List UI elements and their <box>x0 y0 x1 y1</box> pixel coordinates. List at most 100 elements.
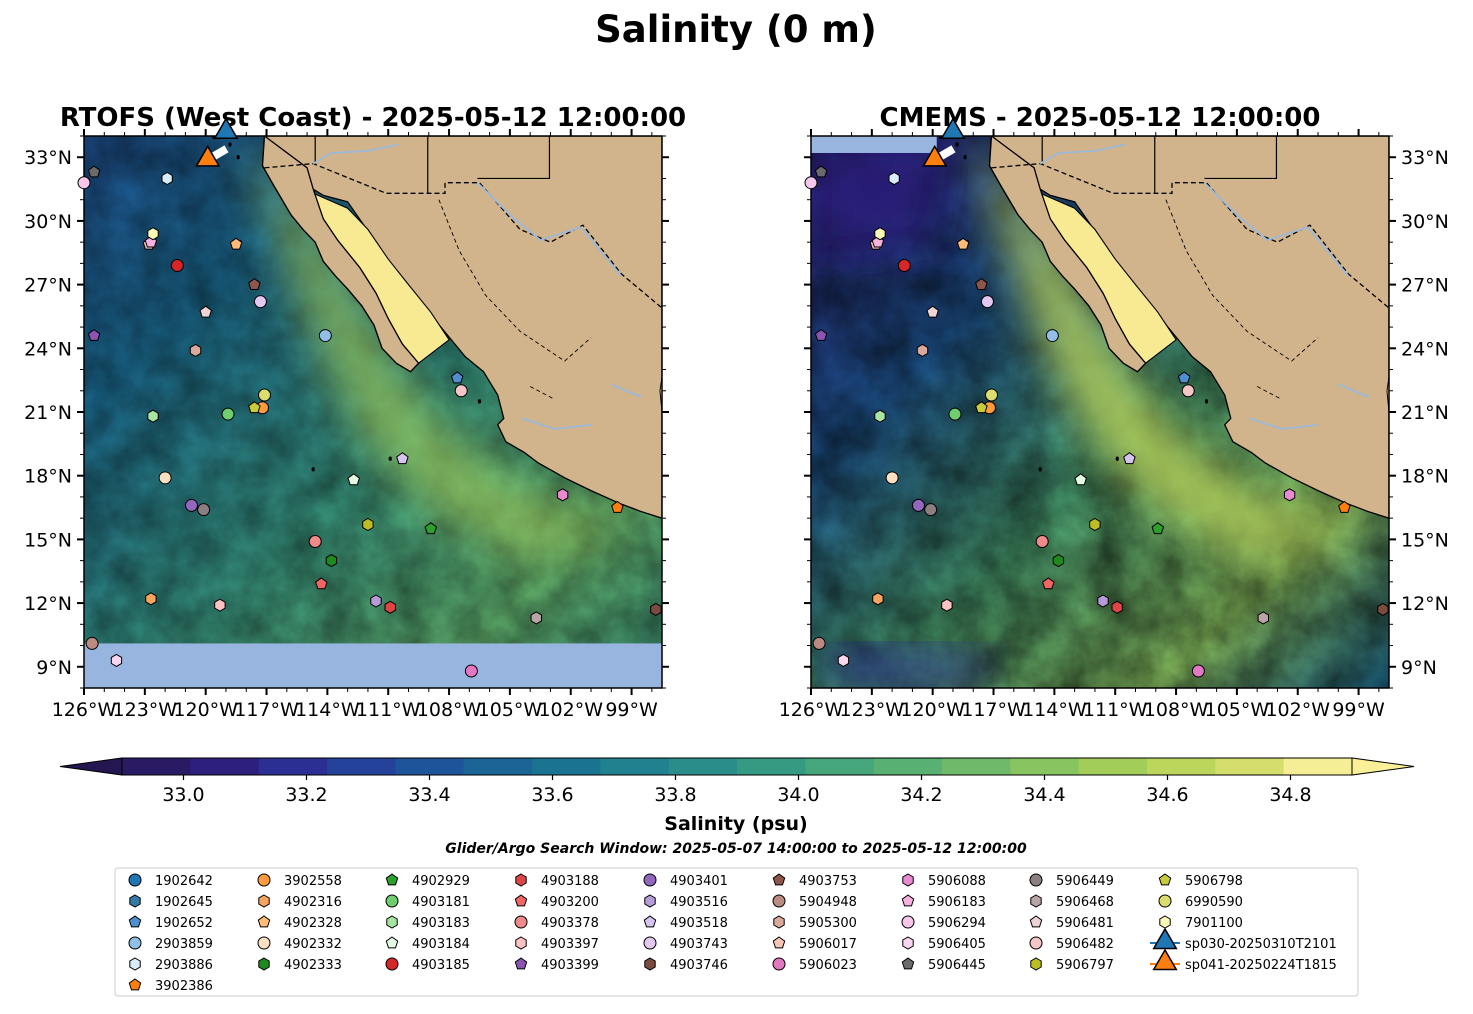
float-5906449 <box>197 503 211 517</box>
x-tick-label: 114°W <box>295 699 360 721</box>
float-4902316 <box>872 592 884 606</box>
legend-label-4903753: 4903753 <box>799 874 857 889</box>
colorbar-tick-label: 34.6 <box>1146 784 1188 806</box>
float-5906797 <box>362 517 374 532</box>
float-4902332 <box>885 471 899 485</box>
float-4903184 <box>1074 473 1087 486</box>
y-tick-label: 24°N <box>1401 338 1449 360</box>
float-markers <box>804 165 1389 678</box>
colorbar-bin <box>122 758 191 775</box>
colorbar-bin <box>463 758 533 775</box>
legend-marker-4903184 <box>385 936 399 949</box>
legend-marker-5906088 <box>902 873 914 887</box>
y-tick-label: 18°N <box>24 466 72 488</box>
float-4903743 <box>253 295 267 309</box>
x-tick-label: 111°W <box>356 699 421 721</box>
colorbar-bin <box>1010 758 1080 775</box>
legend-frame <box>114 867 1359 997</box>
nodata-region <box>84 643 662 688</box>
float-5906482 <box>454 384 468 398</box>
glider-markers <box>922 117 966 167</box>
island <box>1115 456 1119 461</box>
float-4903378 <box>308 535 322 549</box>
float-4903378 <box>1035 535 1049 549</box>
y-tick-label: 15°N <box>1401 529 1449 551</box>
legend-marker-1902645 <box>129 894 141 908</box>
float-5904948 <box>85 636 99 650</box>
rivers <box>1039 143 1370 430</box>
legend-label-4903181: 4903181 <box>412 895 470 910</box>
search-window-caption: Glider/Argo Search Window: 2025-05-07 14… <box>445 841 1027 857</box>
float-4903397 <box>214 598 226 612</box>
colorbar-bin <box>1283 758 1353 775</box>
legend-marker-4903401 <box>643 873 657 887</box>
island <box>1038 467 1042 472</box>
float-5905300 <box>916 343 929 357</box>
legend-label-1902642: 1902642 <box>155 874 213 889</box>
float-4903746 <box>650 602 662 616</box>
y-tick-label: 21°N <box>1401 402 1449 424</box>
legend-marker-7901100 <box>1159 915 1171 929</box>
x-tick-label: 105°W <box>1205 699 1270 721</box>
legend-label-4902332: 4902332 <box>284 937 342 952</box>
glider-sp041-20250224T1815 <box>922 144 948 167</box>
float-4903183 <box>874 409 886 423</box>
y-tick-label: 18°N <box>1401 466 1449 488</box>
float-markers <box>77 165 662 678</box>
legend-marker-sp041-20250224T1815 <box>1152 948 1178 971</box>
x-tick-label: 117°W <box>234 699 299 721</box>
legend-marker-sp030-20250310T2101 <box>1152 927 1178 950</box>
legend-label-4903185: 4903185 <box>412 958 470 973</box>
map-panel-cmems: CMEMS - 2025-05-12 12:00:00 126°W123°W120… <box>779 103 1449 721</box>
legend-marker-2903859 <box>128 936 142 950</box>
panel-title-rtofs: RTOFS (West Coast) - 2025-05-12 12:00:00 <box>60 103 686 133</box>
colorbar-label: Salinity (psu) <box>664 813 807 835</box>
panel-title-cmems: CMEMS - 2025-05-12 12:00:00 <box>880 103 1321 133</box>
legend-marker-4902332 <box>257 936 271 950</box>
colorbar-tick-label: 33.0 <box>162 784 204 806</box>
legend-marker-5906294 <box>901 915 915 929</box>
float-4903743 <box>980 295 994 309</box>
x-tick-label: 120°W <box>900 699 965 721</box>
float-5906481 <box>926 305 939 318</box>
colorbar-tick-label: 33.6 <box>531 784 573 806</box>
legend-label-4902316: 4902316 <box>284 895 342 910</box>
float-4903397 <box>941 598 953 612</box>
float-4903399 <box>814 328 828 341</box>
legend-label-4902328: 4902328 <box>284 916 342 931</box>
float-4902328 <box>229 237 243 250</box>
mexican-state-borders <box>1165 199 1319 400</box>
y-tick-label: 15°N <box>24 529 72 551</box>
x-tick-label: 120°W <box>173 699 238 721</box>
legend-marker-6990590 <box>1158 894 1172 908</box>
x-tick-label: 126°W <box>779 699 844 721</box>
glider-sp041-20250224T1815 <box>195 144 221 167</box>
colorbar-frame <box>121 757 1353 776</box>
float-5906798 <box>975 401 988 414</box>
legend-marker-4903516 <box>644 894 656 908</box>
float-4902929 <box>1151 522 1165 535</box>
legend-marker-5906798 <box>1158 873 1172 886</box>
y-tick-label: 12°N <box>24 593 72 615</box>
legend-marker-5906481 <box>1029 915 1043 928</box>
x-tick-label: 117°W <box>961 699 1026 721</box>
float-4902929 <box>424 522 438 535</box>
float-5906088 <box>1283 488 1296 502</box>
colorbar-bin <box>395 758 465 775</box>
legend-label-5906797: 5906797 <box>1056 958 1114 973</box>
legend-label-4903188: 4903188 <box>541 874 599 889</box>
float-5906405 <box>837 653 850 667</box>
glider-sp030-20250310T2101 <box>940 117 966 140</box>
float-4903401 <box>184 498 198 512</box>
y-tick-label: 33°N <box>24 147 72 169</box>
float-5906294 <box>804 176 818 190</box>
float-6990590 <box>984 388 998 402</box>
land-baja <box>988 136 1147 373</box>
x-tick-label: 99°W <box>1332 699 1385 721</box>
float-5905300 <box>189 343 202 357</box>
legend-marker-5906468 <box>1030 894 1042 908</box>
legend-marker-4902316 <box>258 894 270 908</box>
legend-label-5906481: 5906481 <box>1056 916 1114 931</box>
float-4903183 <box>147 409 159 423</box>
island <box>955 142 959 147</box>
